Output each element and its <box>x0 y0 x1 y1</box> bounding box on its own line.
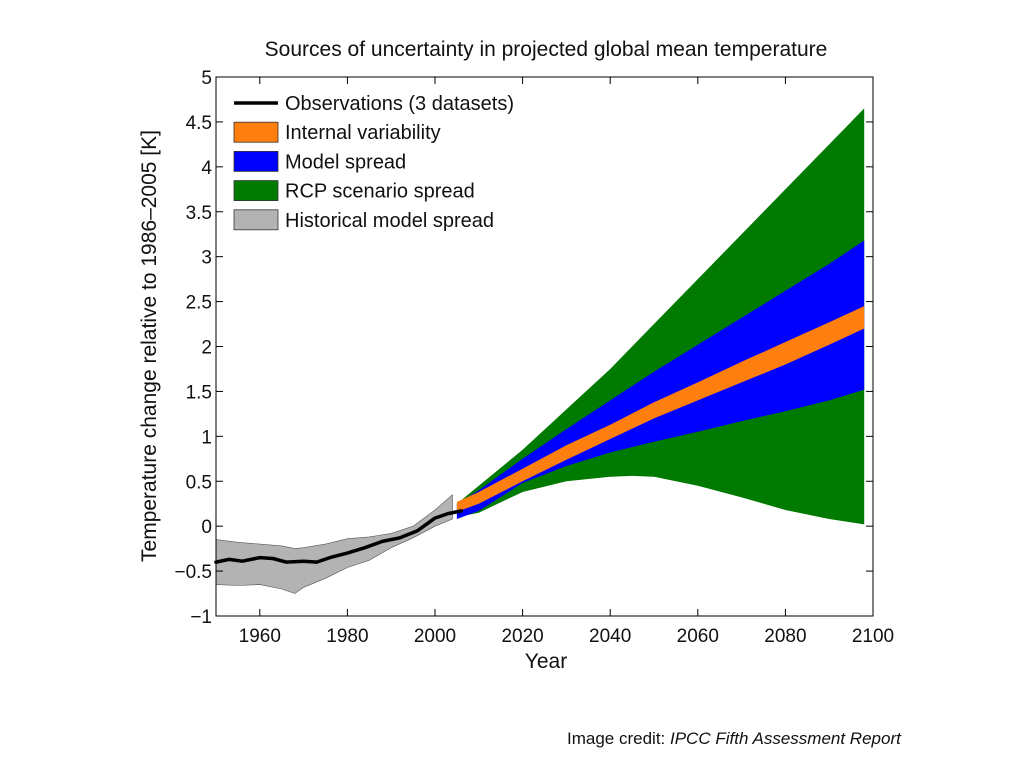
y-tick-label: −0.5 <box>174 562 212 583</box>
legend-label: Observations (3 datasets) <box>285 93 514 115</box>
image-credit: Image credit: IPCC Fifth Assessment Repo… <box>567 729 901 749</box>
x-tick-label: 2020 <box>501 626 543 647</box>
x-tick-label: 1960 <box>239 626 281 647</box>
chart-title: Sources of uncertainty in projected glob… <box>265 38 828 61</box>
band-historical-model-spread <box>215 494 453 594</box>
observations-line <box>214 509 464 564</box>
legend-item-internal-variability: Internal variability <box>233 121 441 144</box>
legend-label: RCP scenario spread <box>285 181 475 203</box>
y-tick-label: 4.5 <box>186 113 212 134</box>
observations-line-group <box>214 509 464 564</box>
y-axis: −1 −0.5 0 0.5 1 1.5 2 2.5 3 3.5 4 4.5 5 <box>174 68 873 628</box>
legend-label: Model spread <box>285 151 406 173</box>
y-tick-label: −1 <box>190 607 212 628</box>
y-tick-label: 1 <box>201 427 212 448</box>
x-tick-label: 2100 <box>852 626 894 647</box>
legend-swatch <box>233 209 279 231</box>
y-tick-label: 3 <box>201 248 212 269</box>
y-tick-label: 0.5 <box>186 472 212 493</box>
legend-label: Internal variability <box>285 122 441 144</box>
legend-item-rcp-scenario-spread: RCP scenario spread <box>233 180 475 203</box>
y-tick-label: 1.5 <box>186 382 212 403</box>
y-axis-label: Temperature change relative to 1986–2005… <box>138 130 161 562</box>
y-tick-label: 0 <box>201 517 212 538</box>
band-internal-variability <box>456 306 865 512</box>
legend-label: Historical model spread <box>285 210 494 232</box>
legend: Observations (3 datasets) Internal variab… <box>233 93 514 232</box>
image-credit-source: IPCC Fifth Assessment Report <box>670 729 901 748</box>
legend-swatch <box>233 180 279 202</box>
legend-swatch <box>233 121 279 143</box>
legend-item-model-spread: Model spread <box>233 150 406 173</box>
x-tick-label: 2000 <box>414 626 456 647</box>
image-credit-prefix: Image credit: <box>567 729 670 748</box>
band-rcp-scenario-spread <box>456 108 865 525</box>
x-tick-label: 2040 <box>589 626 631 647</box>
y-tick-label: 2 <box>201 338 212 359</box>
y-tick-label: 5 <box>201 68 212 89</box>
band-model-spread <box>456 240 865 519</box>
x-axis-label: Year <box>525 650 567 673</box>
y-tick-label: 3.5 <box>186 203 212 224</box>
x-axis: 1960 1980 2000 2020 2040 2060 2080 2100 <box>239 77 894 647</box>
legend-swatch <box>233 150 279 172</box>
x-tick-label: 1980 <box>326 626 368 647</box>
uncertainty-bands <box>215 108 865 594</box>
y-tick-label: 4 <box>201 158 212 179</box>
legend-item-historical-model-spread: Historical model spread <box>233 209 494 232</box>
y-tick-label: 2.5 <box>186 293 212 314</box>
legend-item-observations-3-datasets: Observations (3 datasets) <box>234 93 514 115</box>
x-tick-label: 2080 <box>764 626 806 647</box>
x-tick-label: 2060 <box>677 626 719 647</box>
